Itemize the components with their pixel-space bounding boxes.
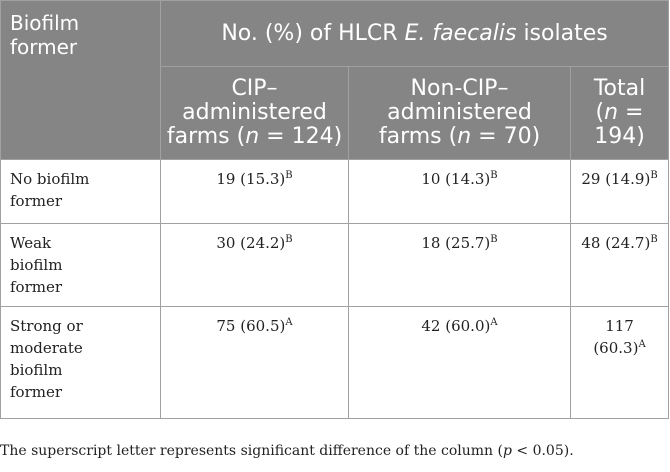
significance-letter: B <box>285 234 293 245</box>
cell-cip: 75 (60.5)A <box>160 306 349 419</box>
cell-non-cip: 18 (25.7)B <box>348 223 571 307</box>
header-biofilm-former-text: Biofilm former <box>10 11 80 59</box>
cell-cip: 30 (24.2)B <box>160 223 349 307</box>
header-total: Total (n = 194) <box>569 66 670 160</box>
header-total-line2-prefix: ( <box>595 100 605 125</box>
header-span-suffix: isolates <box>516 21 608 46</box>
cell-total: 48 (24.7)B <box>569 223 670 307</box>
significance-letter: A <box>490 317 498 328</box>
significance-letter: B <box>490 170 498 181</box>
table-row: Strong or moderate biofilm former 75 (60… <box>0 306 670 419</box>
header-noncip-line3-prefix: farms ( <box>378 124 458 149</box>
header-total-line2-suffix: = <box>618 100 644 125</box>
row-label: Weak biofilm former <box>0 223 161 307</box>
significance-letter: A <box>285 317 293 328</box>
cell-total: 117 (60.3)A <box>569 306 670 419</box>
significance-letter: B <box>490 234 498 245</box>
significance-letter: B <box>285 170 293 181</box>
cell-cip: 19 (15.3)B <box>160 159 349 224</box>
header-span-species: E. faecalis <box>404 21 517 46</box>
header-noncip-line3-suffix: = 70) <box>471 124 541 149</box>
header-total-line1: Total <box>593 76 646 101</box>
row-label: Strong or moderate biofilm former <box>0 306 161 419</box>
header-cip-line3-suffix: = 124) <box>259 124 343 149</box>
header-total-line3: 194) <box>594 124 645 149</box>
cell-non-cip: 42 (60.0)A <box>348 306 571 419</box>
header-cip-line2: administered <box>182 100 327 125</box>
header-isolates-span: No. (%) of HLCR E. faecalis isolates <box>159 0 670 67</box>
table-footnote: The superscript letter represents signif… <box>0 443 574 459</box>
significance-letter: B <box>650 170 658 181</box>
data-table: Biofilm former No. (%) of HLCR E. faecal… <box>0 0 670 419</box>
header-cip-line1: CIP– <box>231 76 278 101</box>
cell-total: 29 (14.9)B <box>569 159 670 224</box>
header-span-prefix: No. (%) of HLCR <box>221 21 405 46</box>
table-row: No biofilm former 19 (15.3)B 10 (14.3)B … <box>0 159 670 224</box>
header-noncip-line1: Non-CIP– <box>410 76 509 101</box>
header-non-cip-farms: Non-CIP– administered farms (n = 70) <box>348 66 571 160</box>
row-label: No biofilm former <box>0 159 161 224</box>
header-noncip-n: n <box>457 124 472 149</box>
header-biofilm-former: Biofilm former <box>0 0 161 160</box>
header-cip-line3-prefix: farms ( <box>166 124 246 149</box>
significance-letter: B <box>650 234 658 245</box>
header-cip-farms: CIP– administered farms (n = 124) <box>160 66 349 160</box>
cell-non-cip: 10 (14.3)B <box>348 159 571 224</box>
table-row: Weak biofilm former 30 (24.2)B 18 (25.7)… <box>0 223 670 307</box>
header-cip-n: n <box>245 124 260 149</box>
header-noncip-line2: administered <box>387 100 532 125</box>
data-table-container: Biofilm former No. (%) of HLCR E. faecal… <box>0 0 670 419</box>
significance-letter: A <box>638 339 646 350</box>
header-total-n: n <box>604 100 619 125</box>
